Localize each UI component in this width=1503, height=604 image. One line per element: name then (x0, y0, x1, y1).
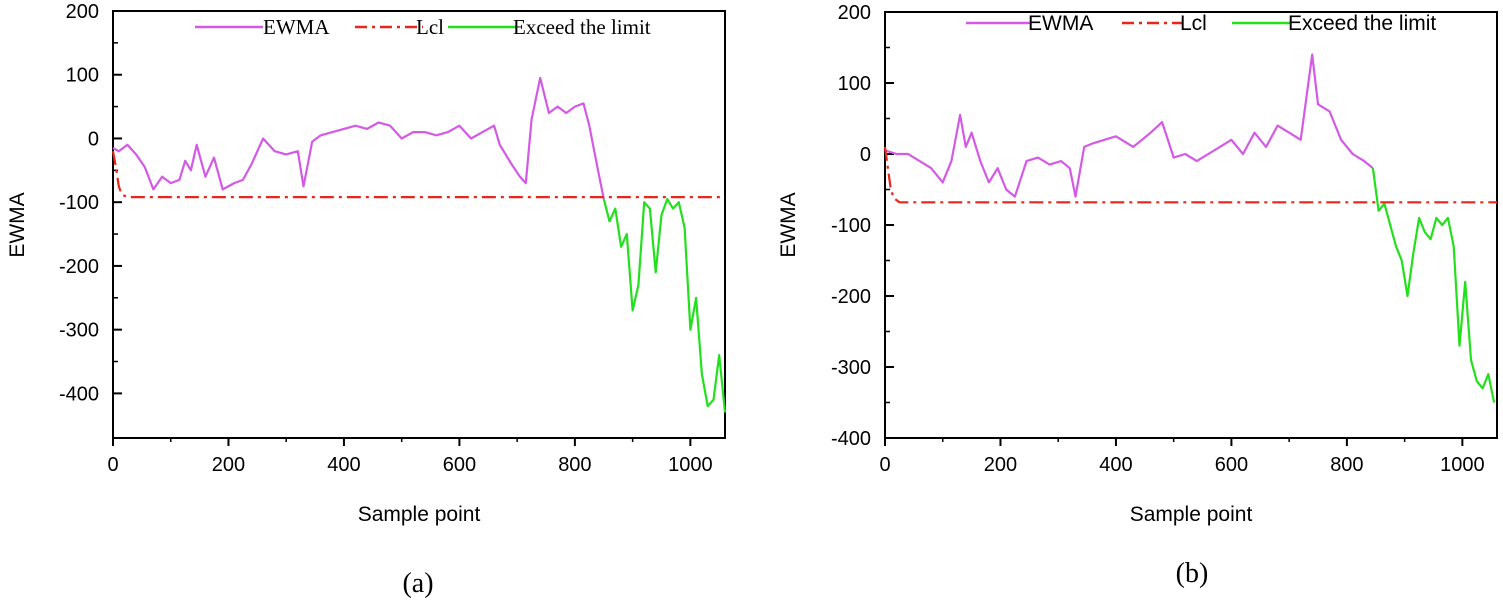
y-tick-label: -300 (831, 357, 871, 379)
y-tick-label: -400 (59, 383, 99, 405)
x-tick-label: 1000 (1440, 454, 1485, 476)
legend-entry: Lcl (416, 15, 444, 39)
y-tick-label: -100 (831, 215, 871, 237)
series-line-exceed-the-limit (602, 197, 727, 413)
x-axis-title: Sample point (1130, 503, 1253, 526)
x-tick-label: 1000 (668, 454, 713, 476)
x-tick-label: 0 (879, 454, 890, 476)
x-tick-label: 800 (558, 454, 591, 476)
y-tick-label: -200 (59, 256, 99, 278)
y-tick-label: -300 (59, 320, 99, 342)
panel-label: (b) (1176, 558, 1209, 589)
y-tick-label: 100 (838, 73, 871, 95)
x-tick-label: 400 (327, 454, 360, 476)
x-tick-label: 800 (1330, 454, 1363, 476)
x-tick-label: 400 (1099, 454, 1132, 476)
chart-panel-b: 0 200 400 600 800 10002001000-100-200-300-400… (777, 2, 1498, 589)
y-tick-label: 0 (860, 144, 871, 166)
y-tick-label: 0 (88, 128, 99, 150)
plot-frame (884, 11, 1498, 439)
series-line-exceed-the-limit (1371, 168, 1496, 403)
legend-entry: EWMA (1028, 12, 1093, 35)
panel-label: (a) (402, 568, 433, 599)
y-axis-title: EWMA (777, 192, 800, 257)
legend-entry: EWMA (263, 15, 330, 39)
y-tick-label: -100 (59, 192, 99, 214)
legend-entry: Exceed the limit (1288, 12, 1436, 35)
y-tick-label: -200 (831, 286, 871, 308)
y-axis-title: EWMA (6, 192, 29, 257)
plot-frame (112, 10, 726, 439)
x-tick-label: 600 (1215, 454, 1248, 476)
x-axis-title: Sample point (358, 503, 481, 526)
y-tick-label: 200 (66, 1, 99, 23)
series-line-ewma (112, 76, 605, 200)
y-tick-label: 100 (66, 65, 99, 87)
x-tick-label: 200 (984, 454, 1017, 476)
series-line-lcl (883, 146, 1497, 204)
x-tick-label: 600 (443, 454, 476, 476)
x-tick-label: 0 (107, 454, 118, 476)
series-line-lcl (111, 151, 725, 199)
y-tick-label: -400 (831, 428, 871, 450)
series-line-ewma (884, 53, 1374, 198)
x-tick-label: 200 (212, 454, 245, 476)
chart-panel-a: 0 200 400 600 800 10002001000-100-200-300-400… (6, 1, 727, 599)
legend-entry: Lcl (1180, 12, 1207, 35)
legend-entry: Exceed the limit (513, 15, 651, 39)
y-tick-label: 200 (838, 2, 871, 24)
